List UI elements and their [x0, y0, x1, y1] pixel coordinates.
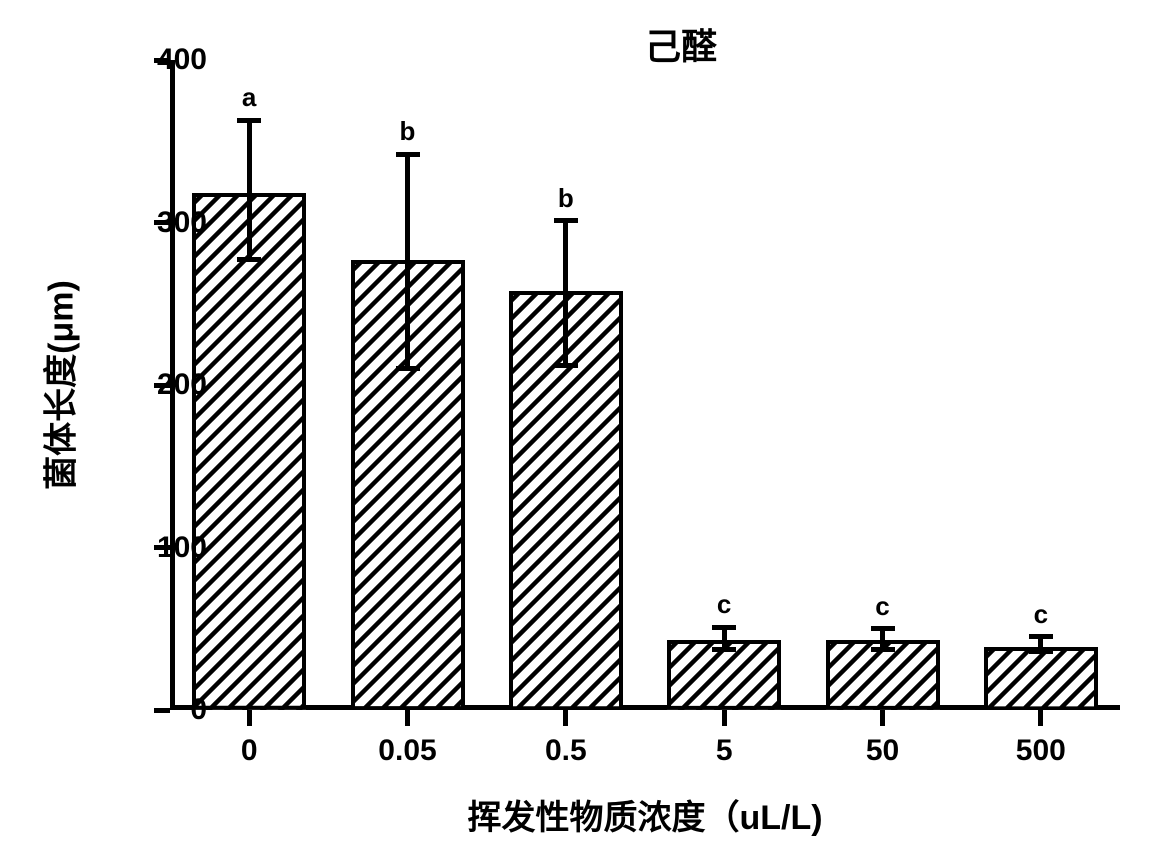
error-cap-upper — [554, 218, 578, 223]
significance-letter: c — [1034, 599, 1048, 630]
significance-letter: a — [242, 82, 256, 113]
x-axis-line — [170, 705, 1120, 710]
y-tick-label: 400 — [157, 43, 207, 77]
bar — [984, 647, 1098, 710]
chart-container: 己醛 菌体长度(μm) 挥发性物质浓度（uL/L) 0100200300400 … — [0, 0, 1173, 860]
y-tick-label: 0 — [190, 693, 207, 727]
error-cap-lower — [396, 366, 420, 371]
error-cap-upper — [871, 626, 895, 631]
x-tick — [722, 710, 727, 726]
error-cap-lower — [554, 363, 578, 368]
x-tick — [405, 710, 410, 726]
error-cap-upper — [712, 625, 736, 630]
y-tick-label: 300 — [157, 206, 207, 240]
significance-letter: c — [875, 591, 889, 622]
error-cap-upper — [237, 118, 261, 123]
x-tick — [247, 710, 252, 726]
y-tick — [154, 708, 170, 713]
x-tick-label: 0.5 — [545, 734, 587, 768]
error-cap-lower — [712, 647, 736, 652]
x-tick-label: 0.05 — [378, 734, 436, 768]
error-cap-lower — [237, 257, 261, 262]
significance-letter: b — [400, 116, 416, 147]
x-tick-label: 0 — [241, 734, 258, 768]
y-tick-label: 200 — [157, 368, 207, 402]
significance-letter: c — [717, 589, 731, 620]
x-axis-label: 挥发性物质浓度（uL/L) — [467, 790, 822, 839]
y-axis-label: 菌体长度(μm) — [34, 280, 83, 490]
x-tick — [880, 710, 885, 726]
significance-letter: b — [558, 183, 574, 214]
error-cap-upper — [1029, 634, 1053, 639]
x-tick-label: 50 — [866, 734, 899, 768]
error-bar — [247, 120, 252, 260]
y-tick-label: 100 — [157, 531, 207, 565]
error-cap-lower — [1029, 649, 1053, 654]
x-tick-label: 500 — [1016, 734, 1066, 768]
x-tick — [1038, 710, 1043, 726]
error-cap-lower — [871, 647, 895, 652]
error-cap-upper — [396, 152, 420, 157]
bar — [192, 193, 306, 710]
x-tick — [563, 710, 568, 726]
error-bar — [563, 221, 568, 366]
x-tick-label: 5 — [716, 734, 733, 768]
error-bar — [405, 154, 410, 369]
plot-area — [170, 60, 1120, 710]
